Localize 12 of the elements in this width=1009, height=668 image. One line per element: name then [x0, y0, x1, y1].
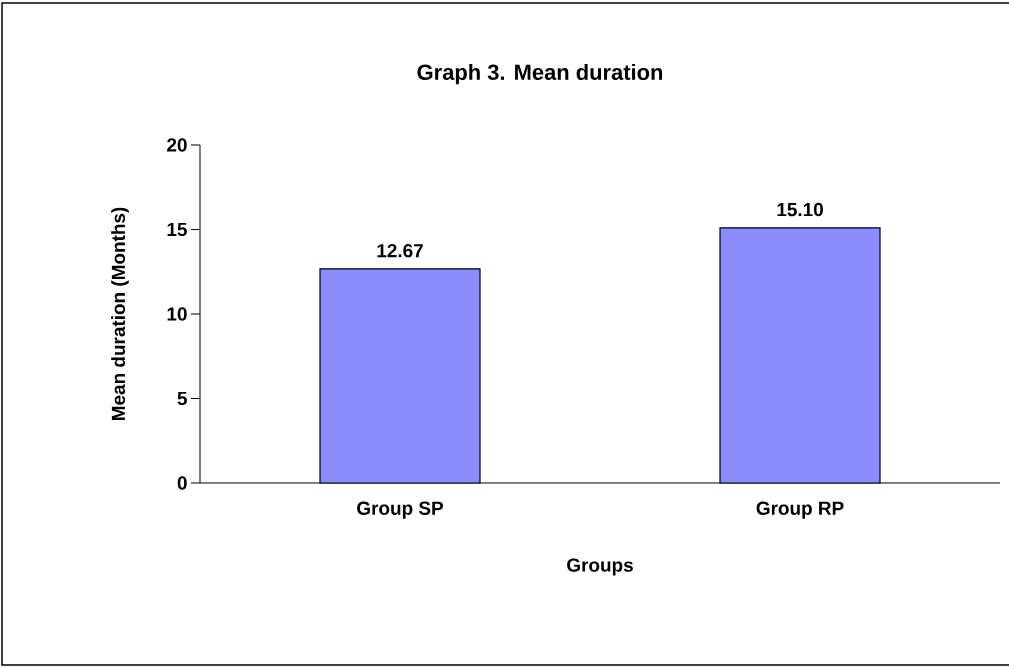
y-axis-title: Mean duration (Months) [111, 207, 129, 420]
y-tick-label: 20 [167, 138, 187, 152]
x-tick-label: Group RP [756, 501, 844, 519]
y-tick-label: 0 [177, 476, 187, 490]
x-axis-title: Groups [567, 558, 633, 576]
y-tick-label: 10 [167, 307, 187, 321]
y-tick-label: 15 [167, 222, 187, 237]
x-tick-label: Group SP [357, 501, 443, 519]
y-tick-label: 5 [177, 391, 187, 406]
data-label: 15.10 [777, 202, 823, 217]
data-label: 12.67 [377, 243, 423, 258]
chart-title: Graph 3. Mean duration [417, 63, 663, 85]
